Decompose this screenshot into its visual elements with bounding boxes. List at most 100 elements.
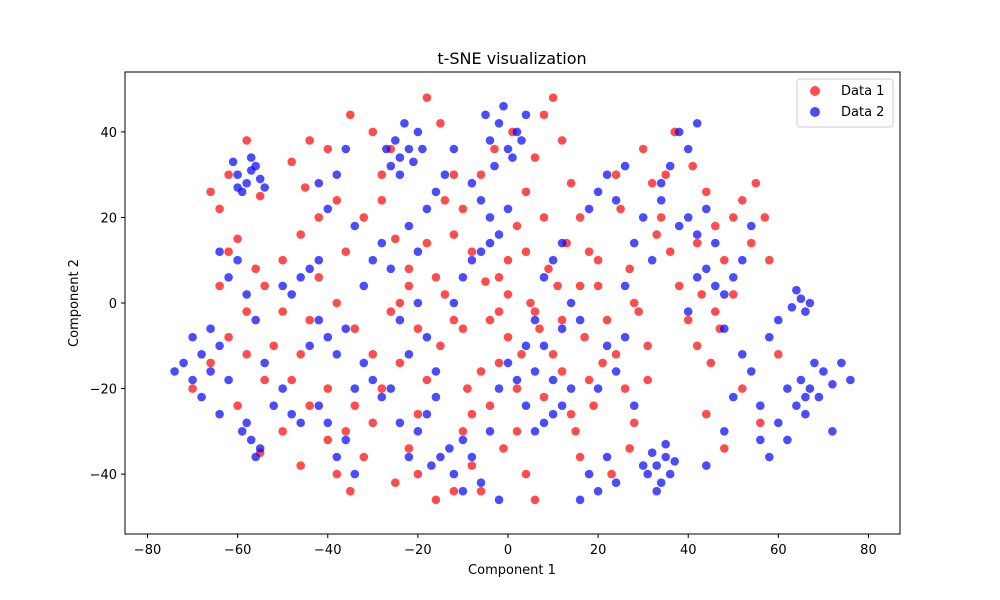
point-data-2: [206, 324, 215, 334]
point-data-1: [431, 273, 441, 282]
point-data-2: [756, 435, 765, 445]
point-data-1: [638, 144, 648, 154]
point-data-2: [652, 486, 661, 496]
point-data-2: [539, 418, 549, 428]
point-data-2: [796, 375, 806, 385]
point-data-2: [783, 384, 792, 393]
point-data-2: [481, 110, 490, 120]
point-data-2: [512, 375, 522, 385]
point-data-1: [296, 230, 306, 239]
point-data-2: [395, 153, 405, 162]
y-axis: −40 −20 0 20 40: [90, 126, 125, 483]
point-data-1: [233, 234, 242, 244]
point-data-2: [377, 392, 387, 402]
point-data-1: [683, 315, 693, 325]
point-data-1: [287, 157, 297, 167]
point-data-1: [269, 341, 279, 351]
point-data-2: [508, 153, 517, 162]
point-data-2: [323, 418, 333, 428]
point-data-2: [233, 255, 242, 265]
point-data-2: [702, 264, 711, 274]
point-data-1: [287, 375, 297, 385]
point-data-1: [346, 110, 355, 120]
point-data-2: [656, 478, 666, 488]
point-data-2: [738, 350, 747, 359]
point-data-2: [521, 341, 531, 351]
point-data-2: [242, 418, 251, 428]
point-data-2: [801, 392, 810, 402]
point-data-1: [629, 418, 639, 428]
point-data-2: [539, 273, 549, 282]
point-data-1: [589, 401, 598, 411]
point-data-2: [350, 384, 360, 393]
point-data-2: [314, 178, 324, 188]
point-data-1: [467, 461, 477, 470]
point-data-2: [503, 358, 513, 368]
point-data-1: [224, 247, 233, 256]
point-data-2: [810, 358, 819, 368]
point-data-2: [305, 264, 315, 274]
x-tick-label: −60: [224, 543, 251, 558]
point-data-2: [674, 127, 684, 137]
point-data-2: [530, 427, 540, 436]
point-data-1: [404, 444, 414, 453]
point-data-1: [458, 427, 468, 436]
point-data-2: [557, 324, 567, 334]
point-data-1: [490, 144, 499, 154]
y-tick-label: 0: [109, 297, 117, 312]
point-data-2: [647, 255, 657, 265]
point-data-2: [629, 238, 639, 248]
point-data-2: [494, 384, 504, 393]
point-data-2: [485, 427, 495, 436]
point-data-2: [652, 461, 661, 470]
point-data-2: [368, 255, 378, 265]
point-data-1: [391, 234, 400, 244]
point-data-2: [287, 290, 297, 299]
point-data-2: [747, 221, 756, 231]
point-data-1: [305, 315, 315, 325]
point-data-1: [449, 230, 459, 239]
point-data-2: [774, 418, 783, 428]
point-data-2: [445, 444, 454, 453]
point-data-1: [278, 307, 288, 316]
point-data-2: [332, 170, 342, 179]
point-data-1: [611, 350, 621, 359]
point-data-2: [449, 298, 459, 308]
plot-background: [125, 72, 900, 534]
x-axis-label: Component 1: [468, 563, 556, 578]
point-data-1: [553, 281, 562, 291]
point-data-1: [526, 298, 535, 308]
point-data-2: [233, 183, 242, 192]
point-data-2: [251, 452, 260, 462]
point-data-1: [643, 375, 652, 385]
point-data-2: [539, 341, 549, 351]
point-data-1: [436, 119, 445, 128]
point-data-1: [436, 341, 445, 351]
point-data-2: [548, 255, 558, 265]
point-data-2: [418, 144, 427, 154]
point-data-1: [463, 384, 472, 393]
point-data-2: [656, 196, 666, 205]
point-data-2: [620, 281, 630, 291]
point-data-1: [602, 315, 612, 325]
point-data-1: [702, 409, 711, 419]
point-data-2: [566, 298, 576, 308]
point-data-1: [607, 469, 616, 479]
point-data-2: [674, 221, 684, 231]
point-data-2: [278, 281, 288, 291]
point-data-2: [805, 384, 815, 393]
point-data-2: [246, 435, 256, 445]
legend-marker-data-2: [810, 107, 820, 117]
point-data-1: [368, 127, 378, 137]
x-axis: −80 −60 −40 −20 0 20 40 60 80: [134, 534, 877, 558]
point-data-1: [539, 110, 549, 120]
point-data-2: [350, 221, 360, 231]
point-data-1: [566, 178, 576, 188]
point-data-2: [404, 452, 414, 462]
point-data-1: [774, 350, 783, 359]
point-data-1: [377, 384, 387, 393]
point-data-2: [404, 350, 414, 359]
point-data-1: [305, 401, 315, 411]
point-data-2: [530, 315, 540, 325]
point-data-1: [625, 264, 634, 274]
